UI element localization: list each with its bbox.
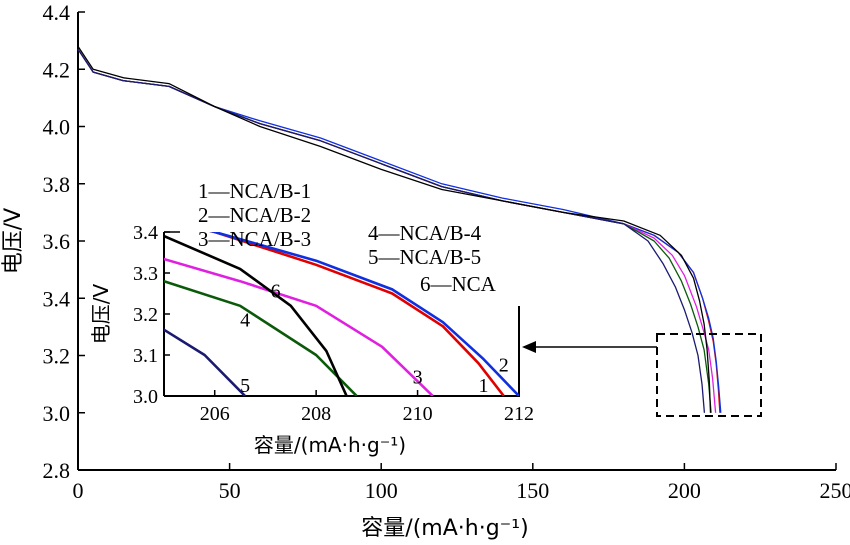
legend-entry-4: 4—NCA/B-4 (368, 221, 482, 245)
x-tick-label: 0 (73, 478, 84, 503)
x-tick-label: 50 (219, 478, 241, 503)
series-line-6 (77, 46, 712, 413)
inset-series-line-2 (209, 232, 519, 396)
y-tick-label: 3.0 (43, 401, 71, 426)
inset-x-tick-label: 210 (403, 403, 433, 425)
y-tick-label: 2.8 (43, 458, 71, 483)
inset-series-line-6 (164, 234, 348, 396)
inset-curve-label-3: 3 (413, 367, 423, 389)
inset-curve-label-2: 2 (499, 354, 509, 376)
legend-entry-2: 2—NCA/B-2 (198, 203, 311, 227)
inset-x-tick-label: 206 (200, 403, 230, 425)
inset-y-tick-label: 3.3 (133, 263, 158, 285)
inset-y-tick-label: 3.2 (133, 304, 158, 326)
inset-curve-labels: 12 3 4 5 6 (240, 281, 509, 397)
y-tick-label: 4.2 (43, 57, 71, 82)
legend-entry-3: 3—NCA/B-3 (198, 227, 311, 251)
inset-curve-label-1: 1 (479, 375, 489, 397)
inset-series-line-1 (209, 232, 505, 396)
inset-curve-label-6: 6 (271, 281, 281, 303)
legend-entry-6: 6—NCA (420, 272, 497, 296)
y-tick-label: 3.6 (43, 229, 71, 254)
inset-x-tick-label: 212 (504, 403, 534, 425)
inset-y-tick-label: 3.0 (133, 386, 158, 408)
y-axis-label: 电压/V (1, 208, 26, 274)
inset-ticks: 206 208 210 212 3.0 3.1 3.2 3.3 3.4 (133, 222, 534, 425)
inset-curve-label-4: 4 (240, 309, 250, 331)
inset-y-axis-label: 电压/V (89, 283, 113, 344)
zoom-arrow-head (522, 341, 536, 353)
main-series (77, 46, 722, 413)
legend-entry-5: 5—NCA/B-5 (368, 245, 481, 269)
x-tick-label: 100 (365, 478, 398, 503)
y-tick-label: 3.2 (43, 344, 71, 369)
zoom-box (656, 333, 762, 417)
legend-entry-1: 1—NCA/B-1 (198, 179, 311, 203)
x-axis-label: 容量/(mA·h·g⁻¹) (361, 516, 528, 541)
y-tick-label: 4.0 (43, 115, 71, 140)
y-tick-label: 3.8 (43, 172, 71, 197)
x-tick-label: 150 (516, 478, 549, 503)
inset-series (164, 232, 519, 396)
inset-curve-label-5: 5 (240, 375, 250, 397)
x-tick-label: 250 (820, 478, 850, 503)
inset-x-axis-label: 容量/(mA·h·g⁻¹) (254, 433, 406, 457)
y-tick-label: 4.4 (43, 0, 71, 25)
inset-y-tick-label: 3.4 (133, 222, 158, 244)
inset-x-tick-label: 208 (301, 403, 331, 425)
y-tick-label: 3.4 (43, 286, 71, 311)
inset-y-tick-label: 3.1 (133, 345, 158, 367)
main-ticks: 0 50 100 150 200 250 2.8 3.0 3.2 3.4 3.6 3.8 4.0 4.2 4… (43, 0, 850, 503)
inset-series-line-3 (164, 257, 434, 396)
x-tick-label: 200 (668, 478, 701, 503)
